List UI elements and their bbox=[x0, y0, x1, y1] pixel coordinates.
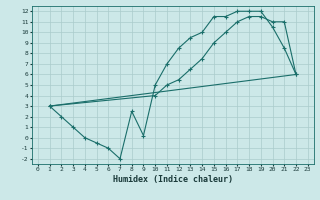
X-axis label: Humidex (Indice chaleur): Humidex (Indice chaleur) bbox=[113, 175, 233, 184]
